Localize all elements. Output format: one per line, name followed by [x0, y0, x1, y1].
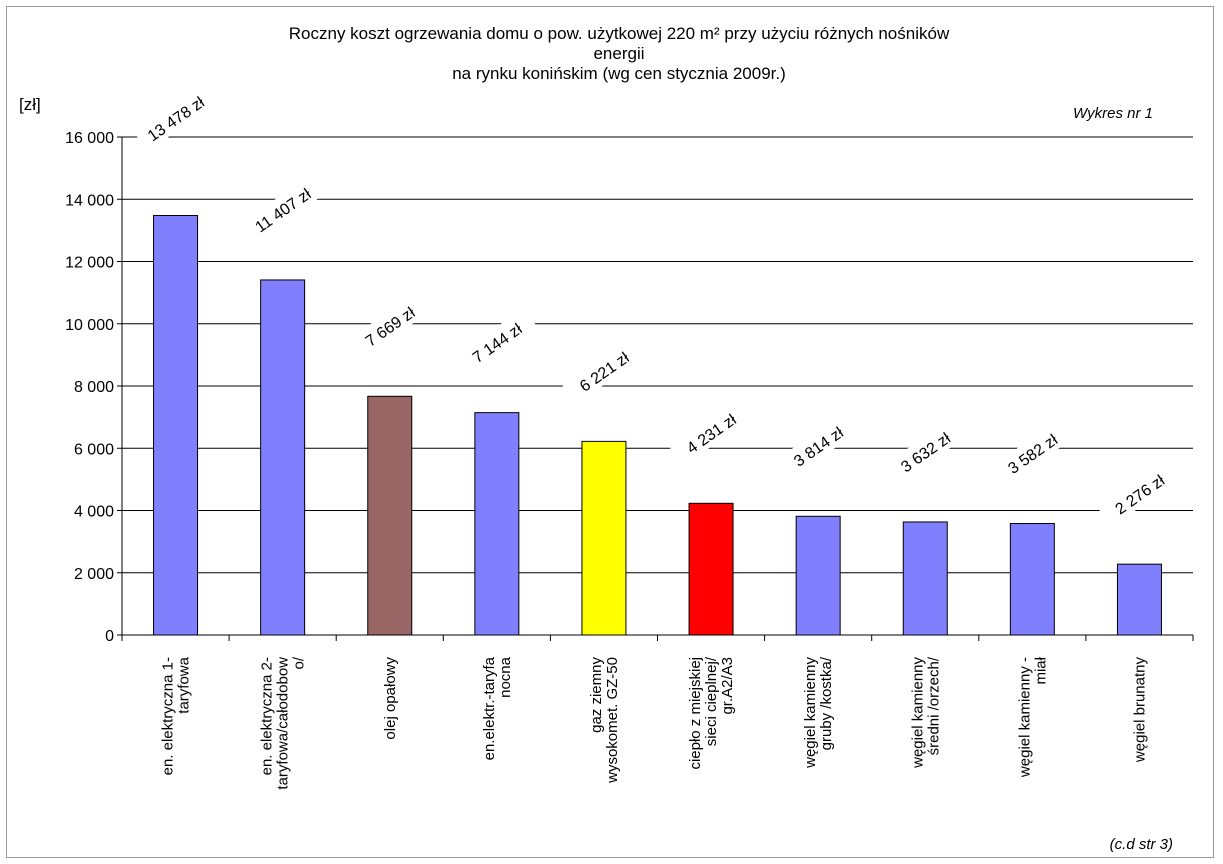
x-category-label: węgiel kamienny - miał — [1016, 656, 1049, 778]
x-category-label-line: gaz ziemny — [588, 657, 605, 733]
data-label: 3 582 zł — [990, 418, 1074, 487]
x-category-label: ciepło z miejskiej sieci cieplnej/gr.A2/A… — [687, 656, 736, 769]
y-tick-label: 16 000 — [65, 130, 114, 147]
y-axis-unit-label: [zł] — [19, 95, 41, 114]
data-label: 3 814 zł — [776, 411, 859, 480]
data-label: 2 276 zł — [1097, 459, 1181, 528]
y-tick-label: 4 000 — [74, 504, 114, 521]
bar-chart: Roczny koszt ogrzewania domu o pow. użyt… — [19, 24, 1194, 853]
data-label: 7 144 zł — [454, 307, 538, 376]
x-category-label-line: węgiel kamienny — [802, 657, 819, 769]
title-line-3: na rynku konińskim (wg cen stycznia 2009… — [452, 64, 786, 83]
footer-note: (c.d str 3) — [1110, 836, 1173, 853]
x-category-label-line: sieci cieplnej/ — [703, 656, 720, 746]
x-category-label-line: węgiel kamienny — [909, 657, 926, 769]
title-line-1: Roczny koszt ogrzewania domu o pow. użyt… — [289, 24, 950, 43]
bar — [795, 515, 841, 636]
bar — [474, 412, 520, 636]
x-category-label: gaz ziemny wysokomet. GZ-50 — [588, 657, 621, 784]
chart-frame: Roczny koszt ogrzewania domu o pow. użyt… — [6, 6, 1214, 858]
y-tick-label: 14 000 — [65, 192, 114, 209]
data-label-background — [562, 336, 645, 405]
x-category-label-line: wysokomet. GZ-50 — [604, 657, 621, 784]
data-label: 11 407 zł — [240, 175, 324, 244]
x-category-label: olej opałowy — [382, 657, 399, 740]
x-category-label: en.elektr.-taryfa nocna — [481, 656, 514, 760]
bar — [367, 395, 413, 636]
x-category-label-line: węgiel brunatny — [1131, 657, 1148, 764]
bar — [1116, 563, 1162, 636]
bar — [902, 521, 948, 636]
title-line-2: energii — [593, 44, 644, 63]
y-tick-label: 6 000 — [74, 441, 114, 458]
bar — [153, 214, 199, 636]
y-tick-label: 0 — [105, 628, 114, 645]
x-category-label-line: węgiel kamienny - — [1016, 657, 1033, 778]
y-tick-label: 12 000 — [65, 255, 114, 272]
data-label: 3 632 zł — [883, 417, 966, 486]
bar — [260, 279, 306, 636]
x-category-label-line: gr.A2/A3 — [719, 657, 736, 715]
data-label-background — [1097, 459, 1181, 528]
x-category-label: en. elektryczna 1- taryfowa — [160, 656, 193, 775]
x-category-label-line: ciepło z miejskiej — [687, 657, 704, 770]
x-axis-categories: en. elektryczna 1- taryfowa en. elektryczn… — [160, 656, 1149, 789]
x-category-label-line: miał — [1032, 656, 1049, 684]
bar — [688, 502, 734, 636]
data-label: 6 221 zł — [562, 336, 645, 405]
data-label-background — [990, 418, 1074, 487]
x-category-label: węgiel kamienny średni /orzech/ — [909, 656, 942, 769]
bars — [153, 214, 1162, 636]
x-category-label-line: taryfowa — [176, 656, 193, 713]
data-label-background — [347, 291, 431, 360]
data-label: 4 231 zł — [669, 398, 752, 467]
chart-number-note: Wykres nr 1 — [1073, 105, 1153, 122]
bar — [581, 440, 627, 636]
data-label: 13 478 zł — [133, 83, 217, 152]
x-category-label: en. elektryczna 2- taryfowa/całodobow o/ — [259, 656, 308, 789]
y-tick-label: 2 000 — [74, 566, 114, 583]
x-category-label-line: średni /orzech/ — [925, 656, 942, 755]
x-category-label-line: taryfowa/całodobow — [275, 657, 292, 790]
data-label-background — [454, 307, 538, 376]
data-label-background — [669, 398, 752, 467]
chart-title: Roczny koszt ogrzewania domu o pow. użyt… — [289, 24, 950, 83]
x-category-label-line: olej opałowy — [382, 657, 399, 740]
x-category-label-line: o/ — [291, 656, 308, 669]
x-category-label-line: en. elektryczna 2- — [259, 657, 276, 775]
x-category-label-line: gruby /kostka/ — [818, 656, 835, 750]
data-label: 7 669 zł — [347, 291, 431, 360]
x-category-label-line: nocna — [497, 656, 514, 698]
data-label-background — [883, 417, 966, 486]
bar — [1009, 523, 1055, 636]
x-category-label-line: en.elektr.-taryfa — [481, 656, 498, 760]
data-label-background — [133, 83, 217, 152]
data-label-background — [240, 175, 324, 244]
y-axis-ticks: 0 2 000 4 000 6 000 8 000 10 000 12 000 14 000 1… — [65, 130, 122, 645]
y-tick-label: 10 000 — [65, 317, 114, 334]
y-tick-label: 8 000 — [74, 379, 114, 396]
x-category-label-line: en. elektryczna 1- — [160, 657, 177, 775]
x-category-label: węgiel brunatny — [1131, 657, 1148, 764]
data-label-background — [776, 411, 859, 480]
x-category-label: węgiel kamienny gruby /kostka/ — [802, 656, 835, 769]
